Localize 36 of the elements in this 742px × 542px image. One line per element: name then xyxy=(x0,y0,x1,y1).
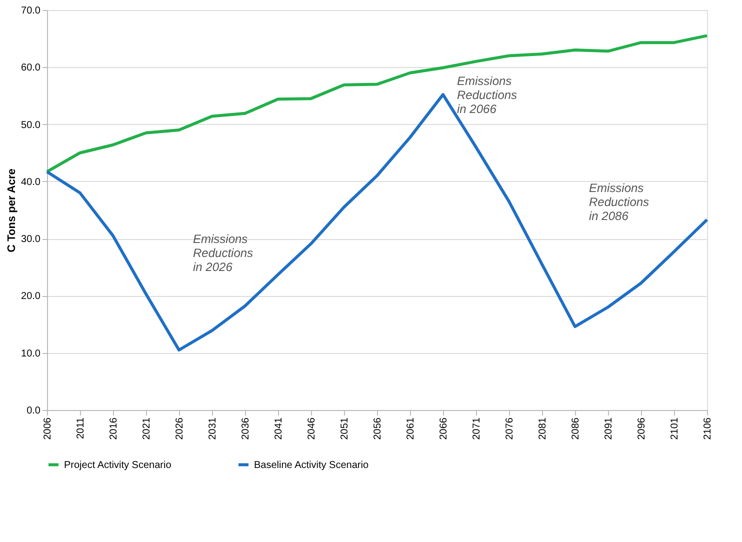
legend-label: Baseline Activity Scenario xyxy=(254,460,369,471)
x-tick-label: 2021 xyxy=(142,417,152,440)
y-axis-title: C Tons per Acre xyxy=(6,168,18,252)
x-tick-label: 2081 xyxy=(538,417,548,440)
x-tick-label: 2056 xyxy=(372,417,384,440)
y-tick-label: 40.0 xyxy=(21,176,41,188)
y-tick-label: 50.0 xyxy=(21,120,41,131)
x-tick-label: 2031 xyxy=(208,417,218,440)
x-tick-label: 2091 xyxy=(604,417,614,440)
x-tick-label: 2026 xyxy=(174,417,186,440)
annotation: Emissions Reductions in 2086 xyxy=(589,181,650,223)
annotation: Emissions Reductions in 2026 xyxy=(193,232,254,274)
y-tick-label: 0.0 xyxy=(26,406,41,416)
line-series xyxy=(46,34,708,174)
y-tick-label: 60.0 xyxy=(21,62,41,74)
x-tick-label: 2036 xyxy=(240,417,252,440)
x-tick-label: 2086 xyxy=(570,417,582,440)
y-tick-label: 70.0 xyxy=(21,6,41,16)
x-tick-label: 2071 xyxy=(472,417,482,440)
x-tick-label: 2046 xyxy=(306,417,318,440)
x-tick-label: 2066 xyxy=(438,417,450,440)
x-tick-label: 2041 xyxy=(274,417,284,440)
x-tick-label: 2106 xyxy=(702,417,714,440)
y-tick-label: 20.0 xyxy=(21,291,41,302)
legend-label: Project Activity Scenario xyxy=(64,460,172,471)
x-tick-label: 2101 xyxy=(670,417,680,440)
annotation: Emissions Reductions in 2066 xyxy=(457,74,518,116)
x-tick-label: 2096 xyxy=(636,417,648,440)
x-tick-label: 2061 xyxy=(406,417,416,440)
y-tick-label: 10.0 xyxy=(21,348,41,360)
x-tick-label: 2011 xyxy=(76,417,86,440)
x-tick-label: 2016 xyxy=(108,417,120,440)
x-tick-label: 2006 xyxy=(42,417,54,440)
x-tick-label: 2051 xyxy=(340,417,350,440)
y-tick-label: 30.0 xyxy=(21,234,41,246)
x-tick-label: 2076 xyxy=(504,417,516,440)
